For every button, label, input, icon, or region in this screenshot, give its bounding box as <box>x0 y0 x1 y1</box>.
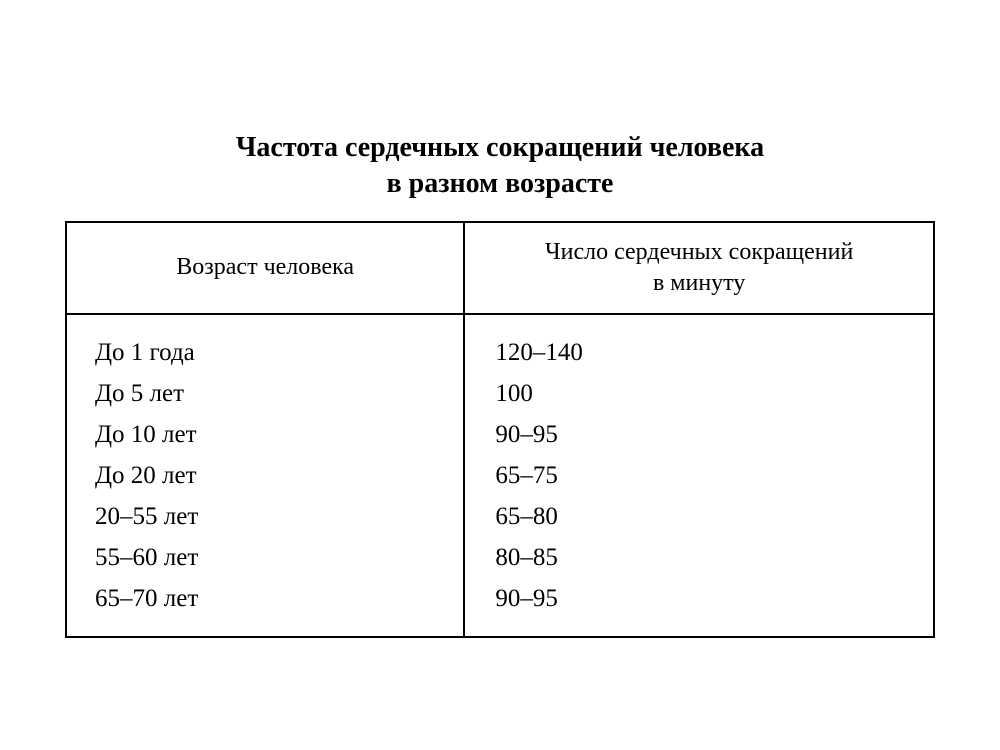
table-title: Частота сердечных сокращений человека в … <box>236 130 764 203</box>
rate-column: 120–140 100 90–95 65–75 65–80 80–85 90–9… <box>465 315 933 636</box>
table-cell-age: 65–70 лет <box>95 581 453 616</box>
table-cell-rate: 80–85 <box>495 540 923 575</box>
heart-rate-table: Возраст человека Число сердечных сокраще… <box>65 221 935 638</box>
title-line-2: в разном возрасте <box>236 166 764 202</box>
table-cell-rate: 90–95 <box>495 581 923 616</box>
table-cell-rate: 100 <box>495 376 923 411</box>
table-cell-age: До 10 лет <box>95 417 453 452</box>
table-cell-age: 55–60 лет <box>95 540 453 575</box>
table-cell-age: До 20 лет <box>95 458 453 493</box>
table-cell-age: До 1 года <box>95 335 453 370</box>
table-cell-rate: 120–140 <box>495 335 923 370</box>
header-rate-line1: Число сердечных сокращений <box>545 237 853 268</box>
table-cell-rate: 65–80 <box>495 499 923 534</box>
table-cell-rate: 65–75 <box>495 458 923 493</box>
header-age: Возраст человека <box>67 223 465 313</box>
table-cell-age: 20–55 лет <box>95 499 453 534</box>
title-line-1: Частота сердечных сокращений человека <box>236 130 764 166</box>
header-rate: Число сердечных сокращений в минуту <box>465 223 933 313</box>
age-column: До 1 года До 5 лет До 10 лет До 20 лет 2… <box>67 315 465 636</box>
table-body: До 1 года До 5 лет До 10 лет До 20 лет 2… <box>67 315 933 636</box>
header-rate-line2: в минуту <box>653 268 745 299</box>
table-header-row: Возраст человека Число сердечных сокраще… <box>67 223 933 315</box>
table-cell-age: До 5 лет <box>95 376 453 411</box>
table-cell-rate: 90–95 <box>495 417 923 452</box>
